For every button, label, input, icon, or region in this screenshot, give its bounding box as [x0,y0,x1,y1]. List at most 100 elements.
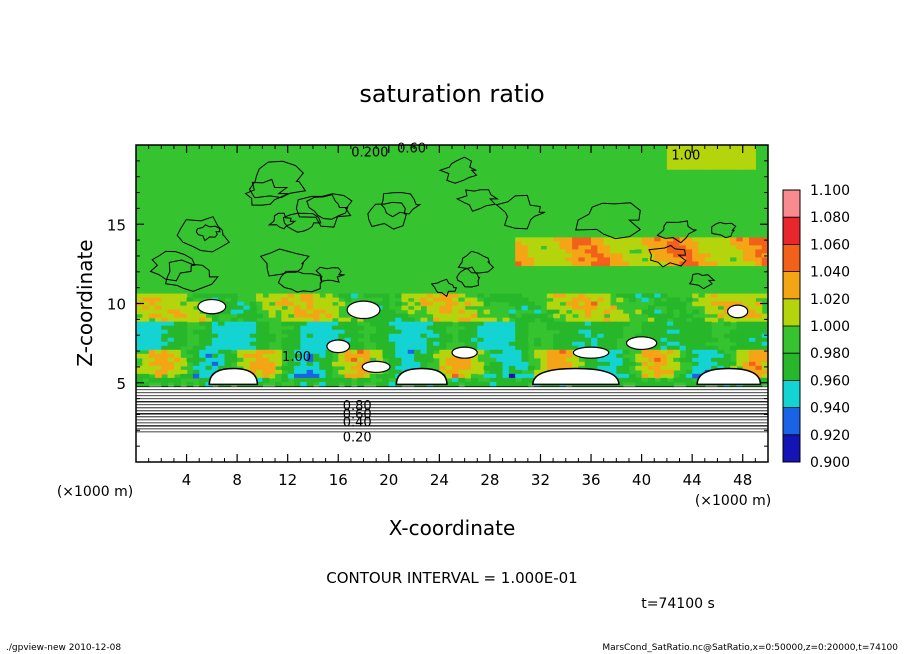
saturated-blob [361,360,391,374]
heatmap-cell [294,293,301,299]
contour-label: 1.00 [671,149,700,164]
heatmap-cell [357,341,365,347]
heatmap-cell [654,365,662,371]
heatmap-cell [692,353,700,359]
heatmap-cell [730,253,737,259]
heatmap-cell [477,301,485,307]
heatmap-cell [660,261,668,267]
heatmap-cell [306,325,314,331]
heatmap-cell [268,305,276,311]
heatmap-cell [591,245,598,250]
heatmap-cell [319,305,327,311]
heatmap-cell [761,261,768,267]
heatmap-cell [161,333,169,339]
heatmap-cell [452,377,459,383]
heatmap-cell [527,373,535,379]
heatmap-cell [401,293,409,299]
heatmap-cell [660,333,668,339]
heatmap-cell [749,305,756,311]
heatmap-cell [666,337,674,343]
heatmap-cell [628,245,636,250]
heatmap-cell [489,317,497,323]
heatmap-cell [578,317,586,323]
heatmap-cell [603,253,611,259]
heatmap-cell [527,249,535,255]
heatmap-cell [610,245,617,250]
heatmap-cell [167,297,175,303]
heatmap-cell [565,333,573,339]
heatmap-cell [730,297,737,303]
heatmap-cell [717,313,725,319]
heatmap-cell [489,349,497,355]
heatmap-cell [439,337,447,343]
footer-right: MarsCond_SatRatio.nc@SatRatio,x=0:50000,… [602,643,898,653]
heatmap-cell [243,309,251,315]
heatmap-cell [584,329,592,335]
heatmap-cell [142,321,150,327]
heatmap-cell [344,369,352,375]
heatmap-cell [515,257,523,263]
heatmap-cell [180,373,188,379]
heatmap-cell [401,341,409,347]
heatmap-cell [660,253,668,259]
heatmap-cell [294,341,301,347]
heatmap-cell [540,249,548,255]
heatmap-cell [761,341,768,347]
heatmap-cell [331,313,339,319]
heatmap-cell [616,245,624,250]
heatmap-cell [357,381,365,387]
heatmap-cell [319,313,327,319]
heatmap-cell [445,333,453,339]
heatmap-cell [704,353,712,359]
heatmap-cell [755,309,763,315]
heatmap-cell [477,361,485,367]
heatmap-cell [641,237,649,242]
heatmap-cell [692,325,700,331]
heatmap-cell [496,345,504,351]
heatmap-cell [666,253,674,259]
heatmap-cell [312,329,320,335]
heatmap-cell [483,333,491,339]
heatmap-cell [294,365,301,371]
heatmap-cell [452,361,459,367]
heatmap-cell [294,313,301,319]
cloud-contour [656,220,697,244]
heatmap-cell [660,317,668,323]
heatmap-cell [666,245,674,250]
heatmap-cell [439,313,447,319]
heatmap-cell [603,337,611,343]
heatmap-cell [502,377,510,383]
heatmap-cell [312,309,320,315]
heatmap-cell [761,373,768,379]
heatmap-cell [685,373,693,379]
heatmap-cell [224,357,232,363]
heatmap-cell [180,357,188,363]
heatmap-cell [414,329,421,335]
heatmap-cell [173,297,181,303]
heatmap-cell [730,157,737,162]
heatmap-cell [597,365,605,371]
heatmap-cell [761,245,768,250]
heatmap-cell [445,309,453,315]
heatmap-cell [224,329,232,335]
heatmap-cell [723,317,731,323]
heatmap-cell [508,377,516,383]
heatmap-cell [344,297,352,303]
heatmap-cell [749,161,756,166]
heatmap-cell [161,381,169,387]
heatmap-cell [180,361,188,367]
heatmap-cell [306,337,314,343]
heatmap-cell [565,241,573,246]
heatmap-cell [692,333,700,339]
heatmap-cell [224,305,232,311]
heatmap-cell [704,361,712,367]
heatmap-cell [673,333,681,339]
heatmap-cell [502,293,510,299]
heatmap-cell [319,301,327,307]
heatmap-cell [205,361,213,367]
heatmap-cell [489,373,497,379]
y-axis-label: Z-coordinate [73,239,97,366]
heatmap-cell [312,357,320,363]
heatmap-cell [470,297,478,303]
heatmap-cell [641,245,649,250]
